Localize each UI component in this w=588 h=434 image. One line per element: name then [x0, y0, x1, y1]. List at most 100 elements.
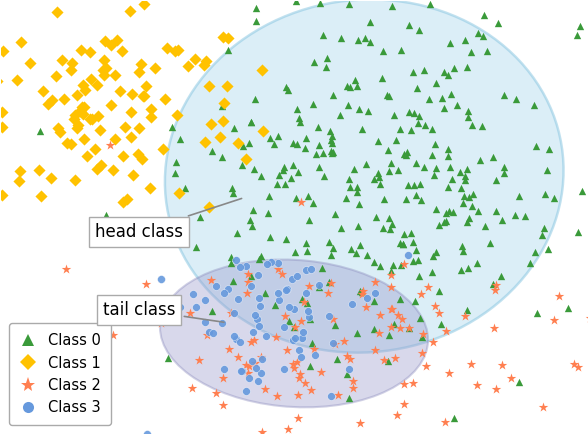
Point — [128, 90, 137, 97]
Point — [112, 36, 121, 43]
Point — [250, 360, 259, 367]
Point — [79, 136, 89, 143]
Point — [233, 139, 243, 146]
Point — [258, 356, 267, 363]
Point — [415, 112, 424, 119]
Point — [361, 161, 370, 168]
Point — [363, 252, 372, 259]
Point — [145, 184, 155, 191]
Point — [253, 271, 262, 278]
Point — [296, 198, 305, 205]
Point — [373, 137, 383, 144]
Point — [183, 62, 192, 69]
Point — [220, 100, 229, 107]
Point — [290, 248, 300, 255]
Point — [459, 193, 469, 200]
Point — [429, 339, 438, 346]
Point — [370, 289, 379, 296]
Point — [125, 7, 135, 14]
Point — [175, 136, 185, 143]
Point — [54, 124, 63, 131]
Point — [461, 312, 470, 319]
Point — [222, 82, 231, 89]
Point — [305, 282, 314, 289]
Point — [399, 261, 409, 268]
Point — [417, 349, 427, 356]
Point — [244, 140, 253, 147]
Point — [554, 292, 564, 299]
Point — [293, 169, 303, 176]
Point — [158, 145, 168, 152]
Point — [34, 167, 44, 174]
Point — [434, 309, 443, 316]
Point — [207, 148, 216, 155]
Point — [456, 266, 466, 273]
Point — [269, 140, 279, 147]
Point — [379, 195, 389, 202]
Point — [415, 26, 424, 33]
Point — [293, 358, 302, 365]
Point — [463, 218, 472, 225]
Point — [296, 118, 305, 125]
Point — [314, 283, 323, 290]
Point — [101, 211, 111, 218]
Point — [118, 152, 128, 159]
Point — [44, 101, 53, 108]
Point — [542, 166, 552, 173]
Point — [219, 375, 228, 381]
Point — [543, 245, 553, 252]
Point — [99, 57, 109, 64]
Point — [209, 330, 218, 337]
Point — [232, 230, 241, 237]
Point — [116, 87, 125, 94]
Point — [314, 282, 323, 289]
Point — [78, 82, 88, 89]
Point — [460, 176, 470, 183]
Point — [136, 61, 146, 68]
Point — [55, 129, 65, 136]
Point — [386, 267, 396, 274]
Point — [328, 245, 338, 252]
Point — [426, 0, 435, 7]
Point — [349, 166, 359, 173]
Point — [139, 1, 148, 8]
Point — [352, 330, 362, 337]
Point — [354, 106, 363, 113]
Point — [420, 164, 429, 171]
Point — [540, 191, 550, 197]
Point — [79, 104, 88, 111]
Point — [175, 304, 185, 311]
Point — [472, 260, 481, 267]
Point — [360, 34, 369, 41]
Point — [437, 95, 447, 102]
Point — [464, 194, 473, 201]
Point — [202, 331, 212, 338]
Point — [62, 139, 72, 146]
Point — [309, 345, 318, 352]
Point — [303, 247, 312, 254]
Point — [290, 334, 300, 341]
Point — [375, 173, 384, 180]
Point — [514, 193, 524, 200]
Point — [489, 325, 498, 332]
Point — [243, 270, 252, 277]
Point — [95, 127, 105, 134]
Point — [247, 118, 256, 125]
Point — [514, 379, 524, 386]
Point — [106, 102, 116, 109]
Point — [386, 306, 395, 312]
Point — [576, 23, 585, 30]
Point — [585, 315, 588, 322]
Point — [403, 148, 412, 155]
Point — [399, 381, 409, 388]
Point — [473, 381, 482, 388]
Point — [491, 386, 500, 393]
Point — [126, 108, 136, 115]
Point — [249, 165, 259, 172]
Point — [539, 225, 549, 232]
Point — [301, 240, 310, 247]
Point — [250, 95, 260, 102]
Point — [171, 169, 180, 176]
Point — [348, 385, 358, 391]
Point — [460, 173, 470, 180]
